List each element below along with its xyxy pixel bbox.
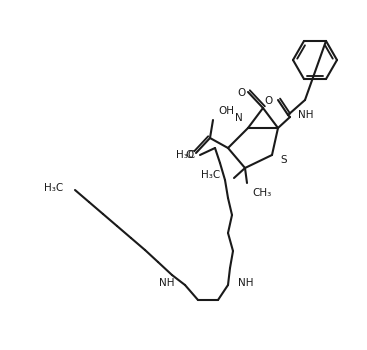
Text: OH: OH [218,106,234,116]
Text: H₃C: H₃C [176,150,195,160]
Text: NH: NH [298,110,313,120]
Text: O: O [265,96,273,106]
Text: H₃C: H₃C [201,170,220,180]
Text: S: S [280,155,287,165]
Text: N: N [235,113,243,123]
Text: H₃C: H₃C [44,183,63,193]
Text: NH: NH [160,278,175,288]
Text: O: O [186,150,194,160]
Text: NH: NH [238,278,254,288]
Text: CH₃: CH₃ [252,188,271,198]
Text: O: O [238,88,246,98]
